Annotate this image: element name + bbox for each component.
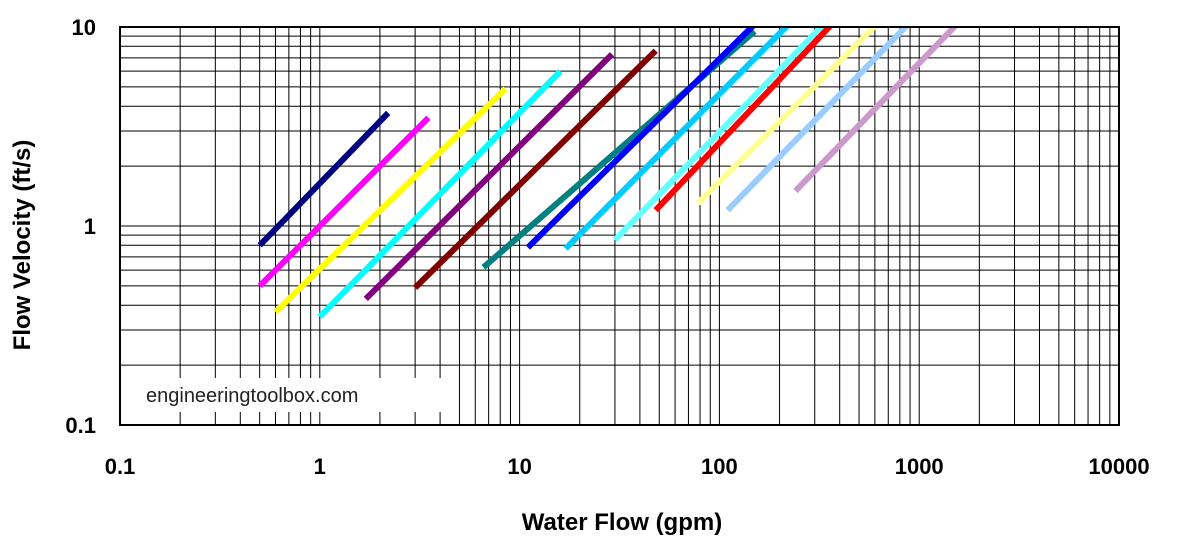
series-line-13 [725, 27, 910, 213]
x-tick-label: 10 [507, 454, 531, 479]
y-tick-labels: 0.1 1 10 [65, 15, 96, 438]
series-line-1 [257, 110, 391, 248]
series-line-4 [317, 69, 563, 319]
x-tick-label: 100 [701, 454, 738, 479]
series-line-14 [793, 27, 959, 194]
series-line-9 [563, 27, 791, 251]
x-tick-label: 1000 [895, 454, 944, 479]
plot-frame [119, 26, 1120, 426]
grid [120, 27, 1119, 425]
series-line-6 [412, 48, 658, 290]
watermark-text: engineeringtoolbox.com [146, 385, 358, 407]
series-line-3 [273, 86, 508, 315]
x-axis-title: Water Flow (gpm) [522, 509, 722, 536]
x-tick-label: 0.1 [105, 454, 136, 479]
x-tick-label: 10000 [1088, 454, 1149, 479]
y-axis-title: Flow Velocity (ft/s) [9, 140, 36, 351]
y-tick-label: 1 [84, 214, 96, 239]
x-tick-labels: 0.1 1 10 100 1000 10000 [105, 454, 1150, 479]
series-line-11 [653, 27, 834, 213]
series-line-8 [525, 27, 757, 250]
y-tick-label: 10 [72, 15, 96, 40]
series-line-10 [612, 27, 826, 243]
x-tick-label: 1 [314, 454, 326, 479]
series-lines [257, 27, 959, 319]
watermark-box [138, 378, 444, 412]
y-tick-label: 0.1 [65, 413, 96, 438]
series-line-12 [695, 27, 879, 206]
series-line-2 [257, 115, 431, 289]
series-line-5 [363, 52, 615, 302]
